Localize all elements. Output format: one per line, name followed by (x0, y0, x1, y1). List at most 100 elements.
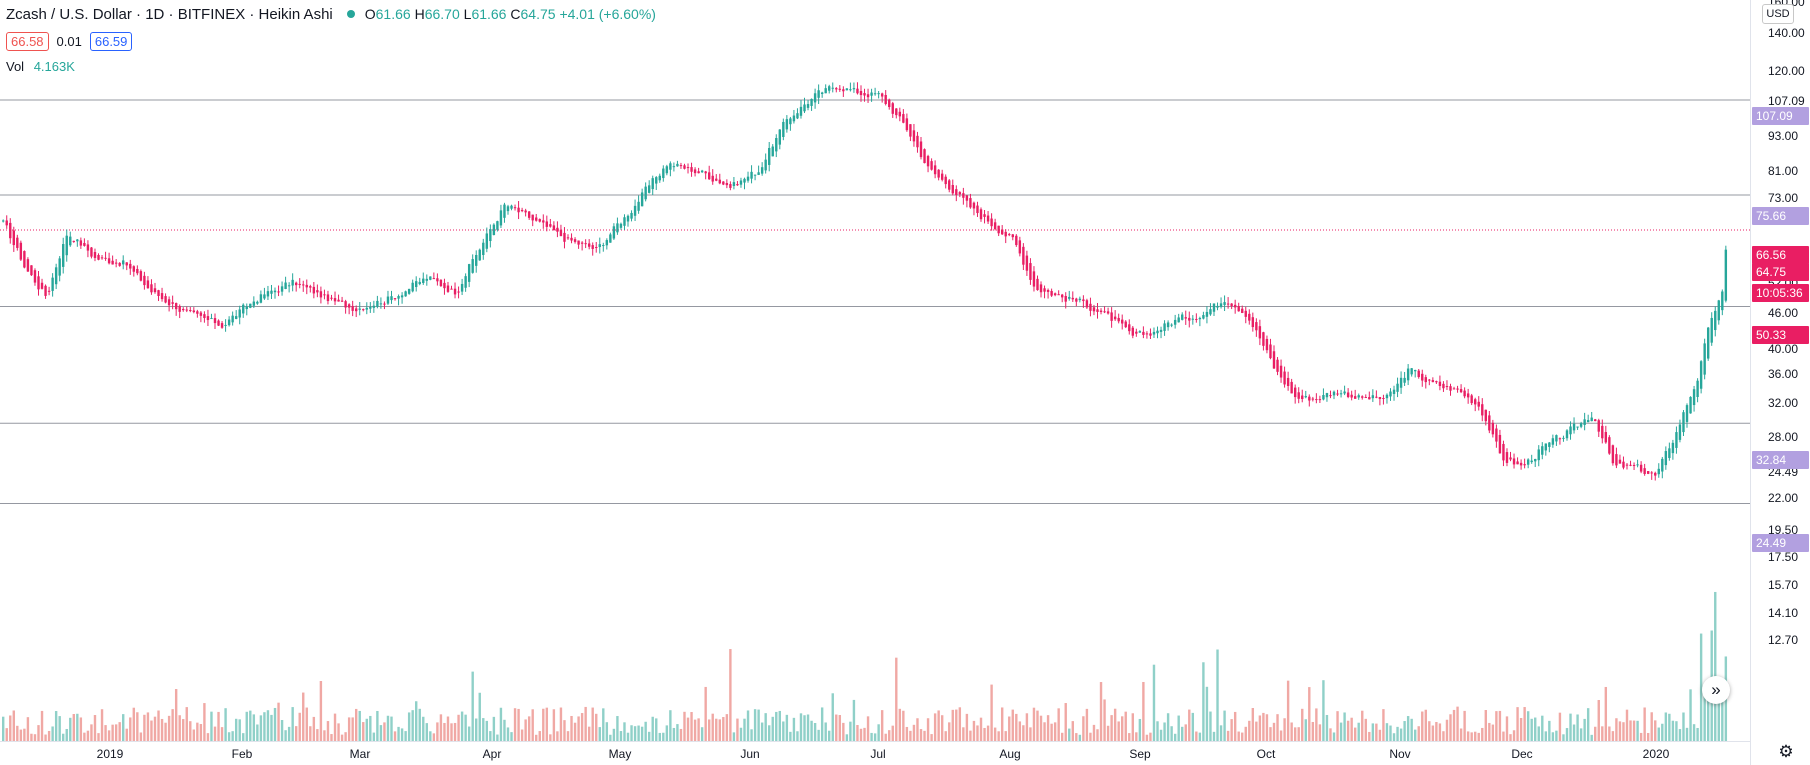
volume-bar (697, 718, 700, 741)
candle-body (62, 244, 65, 267)
time-tick-label: Jun (740, 747, 759, 761)
candle-body (1368, 397, 1371, 400)
candle-body (1301, 395, 1304, 400)
volume-bar (1470, 732, 1473, 741)
volume-bar (107, 730, 111, 741)
volume-bar (1615, 718, 1618, 741)
candle-body (1343, 391, 1346, 394)
candle-body (1350, 394, 1353, 398)
volume-bar (1304, 719, 1307, 741)
volume-bar (146, 712, 150, 741)
volume-bar (725, 714, 729, 741)
volume-bar (1149, 732, 1152, 741)
volume-bar (1265, 714, 1269, 741)
volume-bar (79, 717, 83, 741)
volume-bar (411, 710, 414, 741)
volume-bar (902, 710, 905, 741)
candle-body (1551, 438, 1555, 445)
volume-bar (1301, 708, 1304, 741)
volume-bar (1481, 727, 1484, 741)
volume-bar (955, 709, 958, 741)
volume-bar (1096, 729, 1099, 741)
volume-bar (1142, 681, 1145, 741)
candle-body (736, 184, 739, 186)
volume-bar (884, 733, 887, 741)
candle-body (789, 118, 792, 125)
volume-bar (1502, 731, 1505, 741)
volume-bar (1417, 726, 1420, 741)
volume-bar (1117, 721, 1120, 741)
candle-body (330, 297, 333, 299)
volume-bar (157, 710, 160, 741)
volume-bar (418, 708, 421, 741)
volume-bar (1618, 721, 1622, 741)
candle-body (1611, 445, 1615, 464)
candle-body (1586, 420, 1590, 423)
volume-bar (948, 722, 951, 741)
time-axis[interactable]: 2019 Feb Mar Apr May Jun Jul Aug Sep Oct Nov Dec 202… (97, 747, 1670, 761)
candle-body (1011, 234, 1014, 238)
volume-bar (326, 721, 330, 741)
time-tick-label: 2020 (1643, 747, 1670, 761)
candle-body (1103, 311, 1106, 313)
candle-body (40, 282, 44, 289)
candle-body (90, 247, 93, 257)
candle-body (139, 271, 143, 281)
volume-bar (524, 719, 527, 741)
volume-bar (559, 707, 563, 741)
price-axis[interactable]: 160.00140.00120.00107.0993.0081.0073.006… (1768, 0, 1805, 647)
volume-bar (429, 731, 432, 741)
candle-body (690, 167, 693, 172)
candle-body (1484, 409, 1487, 422)
candle-body (1322, 395, 1325, 400)
candle-body (778, 129, 781, 145)
candle-body (760, 167, 764, 174)
candle-body (1036, 278, 1039, 291)
volume-bar (37, 725, 40, 741)
volume-bar (1706, 688, 1710, 741)
candle-body (1703, 343, 1706, 375)
volume-bar (1244, 726, 1247, 741)
candle-body (1315, 399, 1318, 401)
volume-bar (1241, 732, 1244, 741)
volume-bar (1053, 722, 1057, 741)
volume-bar (1046, 715, 1050, 741)
candle-body (1085, 300, 1089, 308)
candle-body (1706, 327, 1710, 359)
volume-value: 4.163K (33, 59, 75, 74)
volume-bar (393, 731, 397, 741)
bid-price-button[interactable]: 66.58 (6, 32, 49, 51)
volume-bar (1078, 734, 1082, 741)
volume-bar (1343, 712, 1346, 741)
candle-body (1099, 310, 1103, 312)
volume-bar (852, 699, 856, 741)
volume-bar (916, 718, 919, 741)
price-tick-label: 40.00 (1768, 342, 1798, 356)
volume-bar (1696, 727, 1699, 741)
gear-icon[interactable]: ⚙ (1778, 742, 1794, 761)
volume-bar (1145, 734, 1149, 741)
volume-bar (280, 720, 284, 741)
volume-bar (1272, 722, 1276, 741)
candle-body (287, 285, 291, 287)
candle-body (326, 294, 330, 302)
volume-bar (1202, 662, 1205, 741)
volume-bar (252, 714, 256, 741)
candle-body (616, 223, 619, 233)
symbol-title[interactable]: Zcash / U.S. Dollar · 1D · BITFINEX · He… (6, 5, 333, 23)
candle-body (1654, 472, 1657, 476)
volume-bar (1654, 720, 1657, 741)
volume-bar (1555, 730, 1558, 741)
volume-bar (436, 722, 439, 741)
candle-body (432, 278, 436, 280)
candle-body (951, 184, 954, 194)
candle-body (37, 276, 40, 290)
ask-price-button[interactable]: 66.59 (89, 32, 133, 51)
volume-bar (891, 725, 894, 741)
candle-body (753, 174, 757, 176)
currency-button[interactable]: USD (1762, 4, 1794, 24)
candle-body (1594, 419, 1597, 422)
double-chevron-right-icon[interactable]: » (1702, 676, 1730, 704)
price-label-line: 50.33 (1752, 326, 1809, 344)
